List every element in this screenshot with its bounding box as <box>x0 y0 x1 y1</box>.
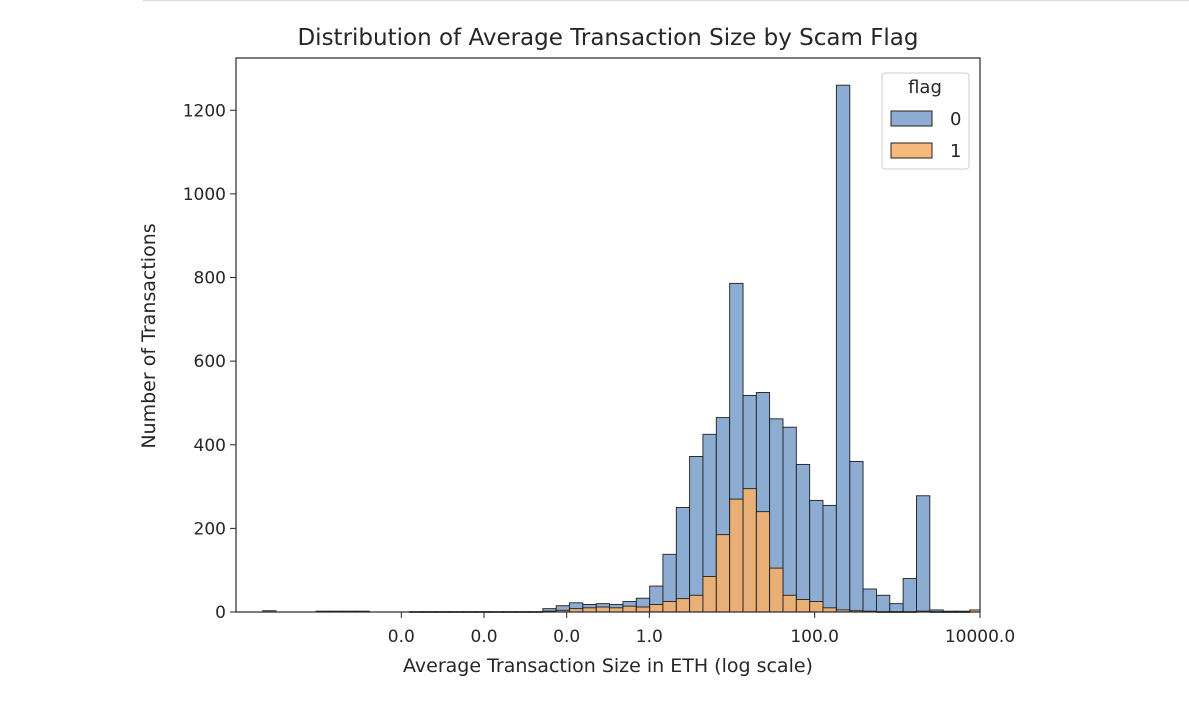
bar-flag-1 <box>635 606 651 613</box>
series-1-bars <box>542 488 981 613</box>
bar-flag-0 <box>862 588 877 613</box>
bar-flag-0 <box>916 495 931 613</box>
bar-flag-1 <box>742 488 757 613</box>
bar-flag-1 <box>782 594 797 613</box>
y-tick-label: 1200 <box>183 101 226 121</box>
bar-flag-0 <box>822 504 837 613</box>
bar-flag-0 <box>809 499 824 613</box>
bar-flag-0 <box>902 578 917 613</box>
bar-flag-1 <box>649 604 664 613</box>
bar-flag-1 <box>689 594 704 613</box>
plot-frame <box>235 57 981 613</box>
x-axis: 0.0 0.0 0.0 1.0 100.0 10000.0 <box>388 612 1015 647</box>
legend: flag 0 1 <box>881 72 970 170</box>
chart-title: Distribution of Average Transaction Size… <box>297 25 918 51</box>
legend-swatch-0 <box>890 110 933 127</box>
bar-flag-1 <box>755 511 771 613</box>
x-tick-label: 10000.0 <box>945 627 1015 647</box>
bar-flag-0 <box>889 603 904 613</box>
x-tick-label: 0.0 <box>388 627 415 647</box>
bar-flag-1 <box>769 567 784 613</box>
y-axis-label: Number of Transactions <box>138 223 160 448</box>
y-tick-label: 400 <box>194 436 226 456</box>
bar-flag-1 <box>622 605 637 613</box>
y-tick-label: 800 <box>194 269 226 289</box>
bar-flag-1 <box>582 607 597 613</box>
legend-title: flag <box>908 77 942 98</box>
y-tick-label: 600 <box>194 352 226 372</box>
bar-flag-0 <box>849 461 864 613</box>
y-tick-label: 1000 <box>183 185 226 205</box>
bar-flag-1 <box>702 576 717 613</box>
x-tick-label: 100.0 <box>790 627 839 647</box>
x-tick-label: 0.0 <box>553 627 580 647</box>
legend-swatch-1 <box>890 142 933 159</box>
y-tick-label: 0 <box>215 603 226 623</box>
cell-top-border <box>143 0 1189 1</box>
bars-layer <box>262 84 981 613</box>
legend-label-1: 1 <box>950 141 961 162</box>
bar-flag-0 <box>835 84 851 613</box>
bar-flag-1 <box>795 599 811 613</box>
y-axis: 0 200 400 600 800 1000 1200 <box>183 101 236 623</box>
bar-flag-0 <box>782 426 797 613</box>
bar-flag-0 <box>689 456 704 613</box>
bar-flag-1 <box>662 601 677 613</box>
bar-flag-0 <box>675 507 691 613</box>
bar-flag-1 <box>609 607 624 613</box>
x-tick-label: 0.0 <box>470 627 497 647</box>
series-0-bars <box>262 84 971 613</box>
legend-label-0: 0 <box>950 109 961 130</box>
bar-flag-1 <box>715 534 731 613</box>
x-tick-label: 1.0 <box>636 627 663 647</box>
bar-flag-1 <box>729 498 744 613</box>
bar-flag-1 <box>595 606 610 613</box>
y-tick-label: 200 <box>194 519 226 539</box>
bar-flag-0 <box>795 463 811 613</box>
bar-flag-1 <box>809 601 824 613</box>
bar-flag-1 <box>822 607 837 613</box>
x-axis-label: Average Transaction Size in ETH (log sca… <box>403 655 813 677</box>
bar-flag-0 <box>876 594 891 613</box>
bar-flag-1 <box>675 598 691 613</box>
